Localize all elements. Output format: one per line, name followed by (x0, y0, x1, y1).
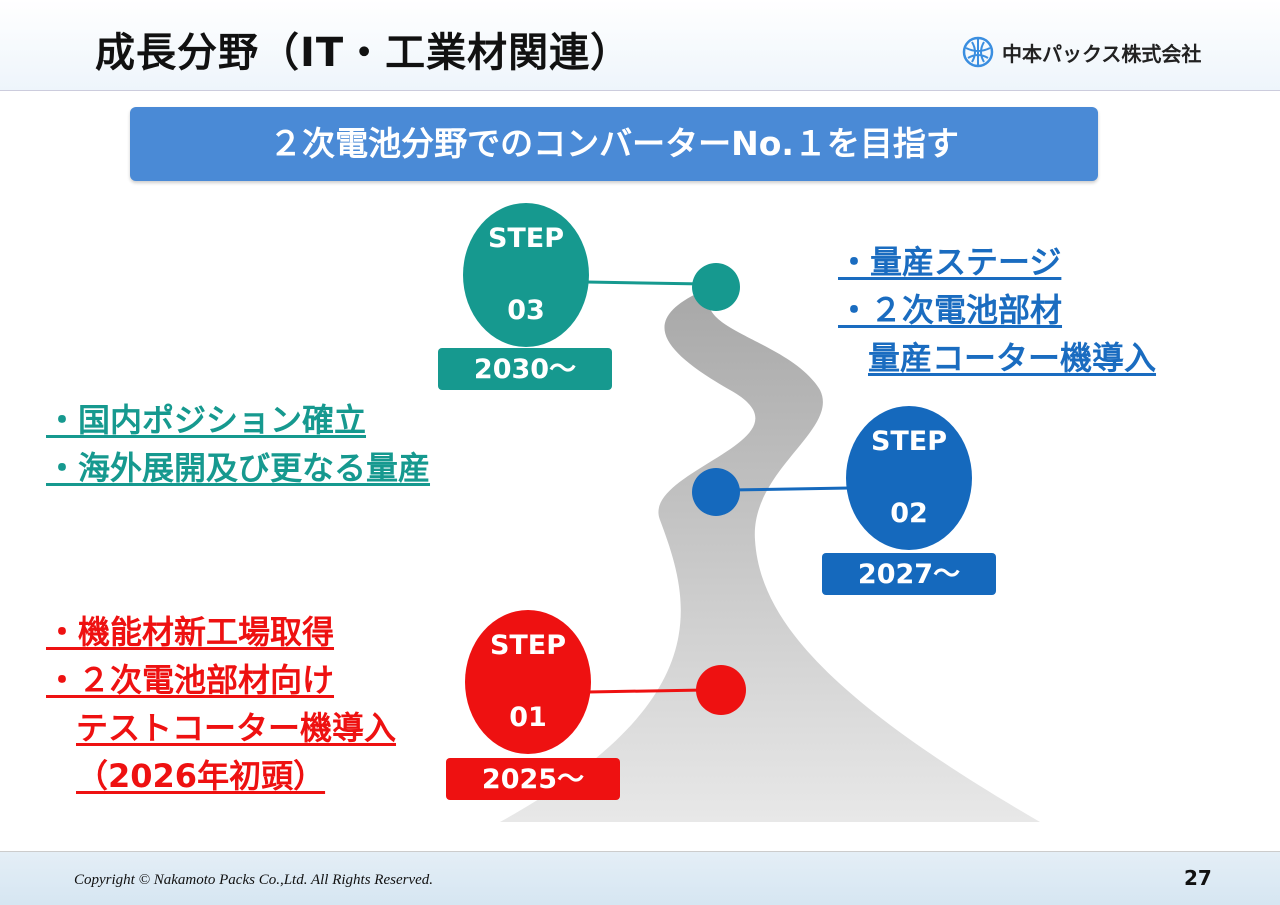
step1-connector (587, 688, 706, 694)
logo-text: 中本パックス株式会社 (1002, 41, 1202, 66)
logo-mark-icon (962, 36, 994, 68)
footer (0, 851, 1280, 905)
step1-bullets: ・機能材新工場取得 ・２次電池部材向け テストコーター機導入 （2026年初頭） (46, 613, 397, 795)
step3-marker (692, 263, 740, 311)
page-number: 27 (1184, 866, 1212, 890)
step2-badge: STEP 02 (846, 406, 972, 550)
step3-connector (585, 280, 706, 286)
step1-marker (696, 665, 746, 715)
step3-year: 2030～ (438, 348, 612, 390)
step3-bullets: ・量産ステージ ・２次電池部材 量産コーター機導入 (838, 243, 1157, 377)
step3-badge: STEP 03 (463, 203, 589, 347)
step3-side-bullets: ・国内ポジション確立 ・海外展開及び更なる量産 (46, 401, 431, 487)
page-title: 成長分野（IT・工業材関連） (95, 30, 632, 76)
goal-banner: ２次電池分野でのコンバーターNo.１を目指す (130, 107, 1098, 181)
step2-marker (692, 468, 740, 516)
step1-year: 2025～ (446, 758, 620, 800)
step1-badge: STEP 01 (465, 610, 591, 754)
step2-year: 2027～ (822, 553, 996, 595)
step2-connector (729, 486, 851, 492)
copyright: Copyright © Nakamoto Packs Co.,Ltd. All … (74, 872, 434, 888)
company-logo: 中本パックス株式会社 (962, 36, 1201, 68)
header (0, 0, 1280, 91)
